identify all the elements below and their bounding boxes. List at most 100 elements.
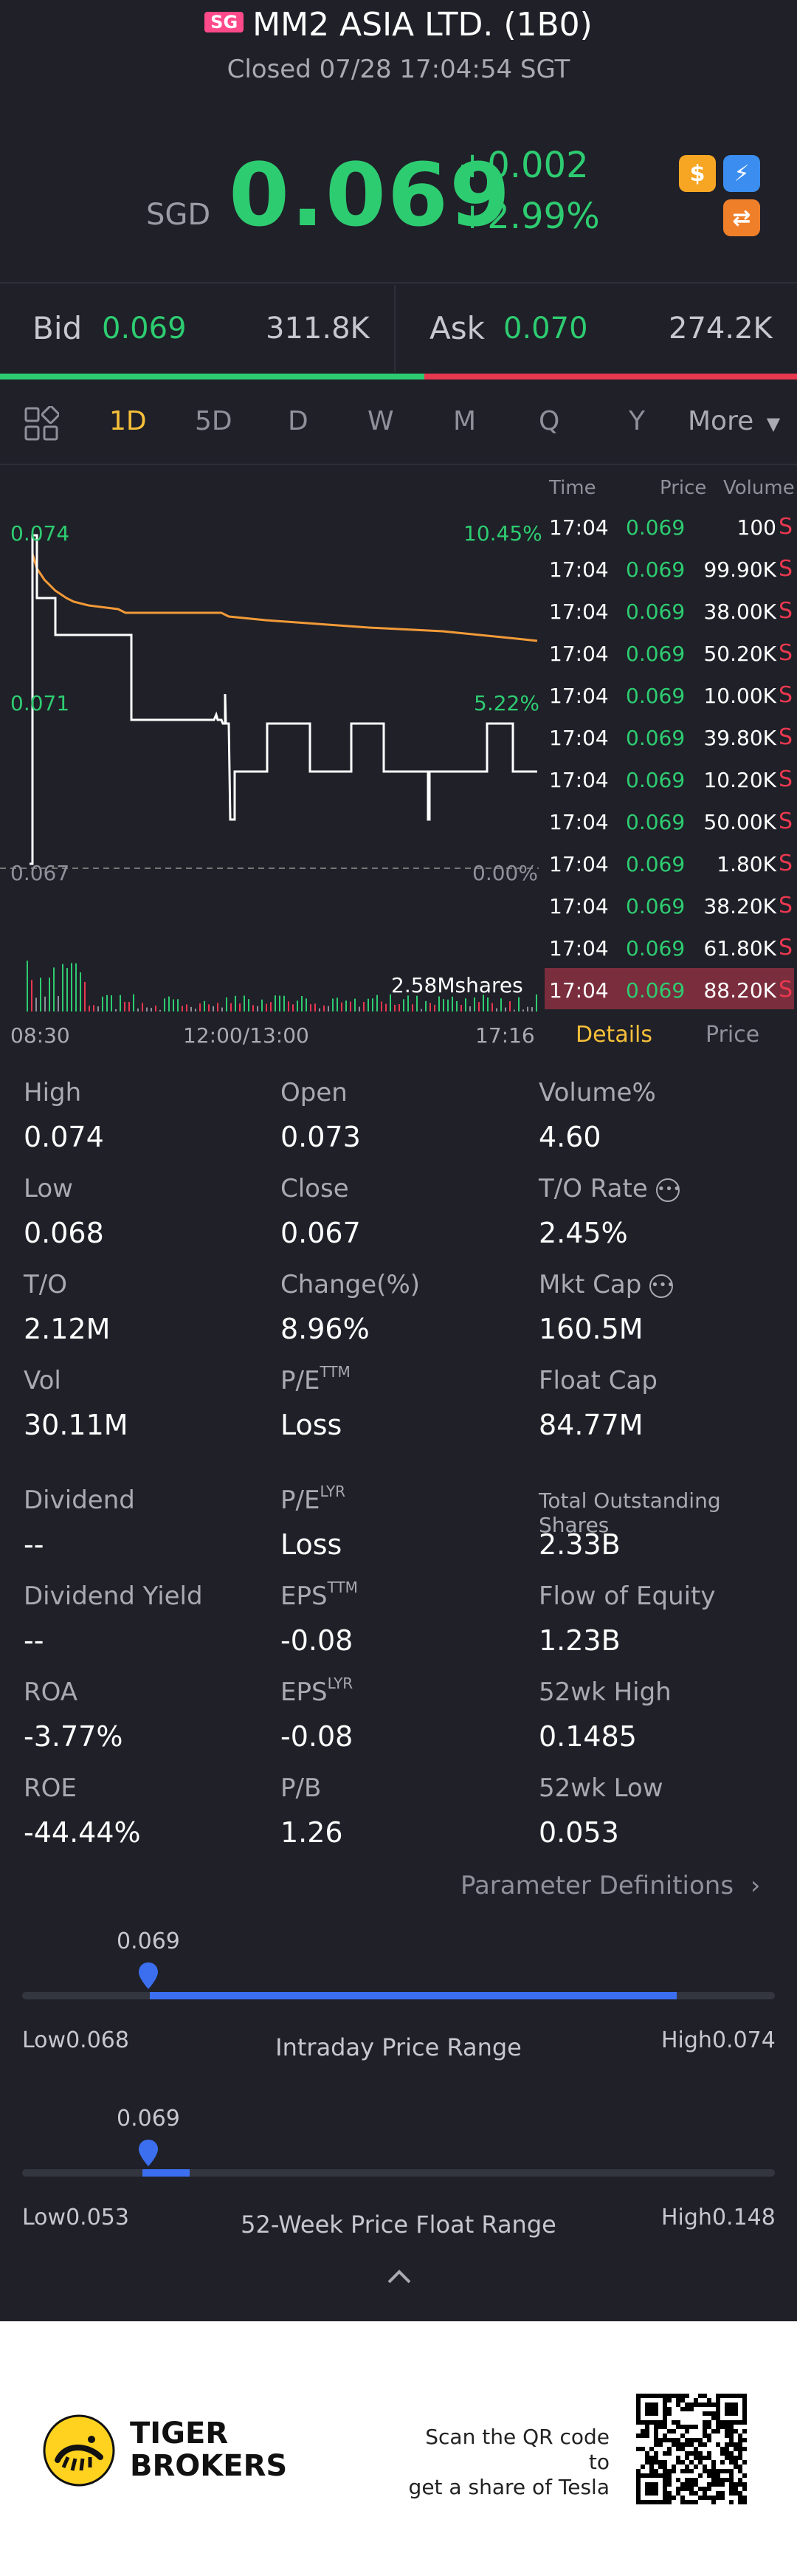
price-line bbox=[30, 534, 537, 865]
volume-bar bbox=[314, 1003, 316, 1011]
volume-bar bbox=[465, 998, 466, 1011]
volume-bar bbox=[168, 996, 170, 1011]
volume-bar bbox=[266, 1003, 267, 1011]
volume-bar bbox=[345, 1000, 347, 1011]
trade-time: 17:04 bbox=[549, 600, 609, 624]
stat-open-value: 0.073 bbox=[280, 1121, 361, 1153]
stat-52wk-low-label: 52wk Low bbox=[539, 1773, 663, 1803]
volume-bar bbox=[350, 1001, 351, 1011]
volume-bar bbox=[217, 1003, 218, 1011]
info-icon[interactable]: ••• bbox=[655, 1178, 680, 1202]
tab-w[interactable]: W bbox=[368, 406, 394, 436]
volume-bar bbox=[248, 999, 249, 1011]
stat-mkt-cap-value: 160.5M bbox=[539, 1313, 644, 1345]
tab-d[interactable]: D bbox=[288, 406, 308, 436]
stat-high-label: High bbox=[24, 1078, 82, 1107]
stat-pe-lyr-label: P/ELYR bbox=[280, 1483, 346, 1515]
trade-row: 17:04 0.069 99.90K S bbox=[545, 547, 794, 588]
tab-y[interactable]: Y bbox=[629, 406, 645, 436]
volume-bar bbox=[292, 1004, 294, 1011]
volume-bar bbox=[412, 1004, 413, 1011]
chart-high-pct: 10.45% bbox=[463, 521, 542, 546]
stat-close-label: Close bbox=[280, 1174, 349, 1203]
tab-price[interactable]: Price bbox=[705, 1022, 760, 1048]
trade-time: 17:04 bbox=[549, 684, 609, 708]
intraday-chart[interactable] bbox=[0, 465, 542, 1011]
volume-bar bbox=[71, 963, 72, 1011]
to-rate-text: T/O Rate bbox=[539, 1174, 648, 1203]
chart-volume-label: 2.58Mshares bbox=[391, 973, 523, 997]
volume-bar bbox=[394, 1004, 396, 1011]
stat-roa-label: ROA bbox=[24, 1677, 78, 1707]
grid-icon[interactable] bbox=[24, 405, 61, 444]
volume-bar bbox=[491, 1003, 493, 1011]
trade-volume: 38.20K bbox=[703, 894, 776, 918]
intraday-low-value: 0.068 bbox=[66, 2027, 129, 2053]
pe-lyr-sup: LYR bbox=[320, 1483, 346, 1500]
stat-52wk-low-value: 0.053 bbox=[539, 1816, 619, 1849]
market-badge: SG bbox=[204, 12, 244, 32]
trades-header-price: Price bbox=[660, 477, 707, 499]
stat-total-shares-value: 2.33B bbox=[539, 1528, 621, 1561]
tab-m[interactable]: M bbox=[453, 406, 477, 436]
average-price-line bbox=[31, 553, 538, 642]
volume-bar bbox=[58, 995, 59, 1011]
trade-side: S bbox=[778, 808, 793, 834]
stat-div-yield-value: -- bbox=[24, 1624, 44, 1657]
flash-icon[interactable]: ⚡ bbox=[723, 155, 760, 192]
trade-time: 17:04 bbox=[549, 768, 609, 792]
volume-bar bbox=[40, 978, 41, 1011]
tab-details[interactable]: Details bbox=[576, 1022, 653, 1048]
currency-label: SGD bbox=[146, 198, 211, 232]
volume-bar bbox=[403, 999, 404, 1011]
stat-pe-ttm-value: Loss bbox=[280, 1409, 342, 1441]
week52-high: High0.148 bbox=[661, 2205, 776, 2230]
volume-bar bbox=[186, 1004, 187, 1011]
volume-bar bbox=[447, 999, 449, 1011]
volume-bar bbox=[527, 1006, 528, 1011]
intraday-current-label: 0.069 bbox=[117, 1928, 180, 1954]
tiger-logo-icon bbox=[43, 2414, 115, 2490]
stat-to-value: 2.12M bbox=[24, 1313, 111, 1345]
trades-header-time: Time bbox=[549, 477, 596, 499]
tab-1d[interactable]: 1D bbox=[109, 406, 147, 436]
tab-more[interactable]: More ▼ bbox=[688, 406, 780, 436]
stat-roe-label: ROE bbox=[24, 1773, 77, 1803]
volume-bar bbox=[159, 1009, 161, 1011]
bid-label: Bid bbox=[32, 310, 83, 346]
volume-bar bbox=[518, 997, 520, 1011]
qr-caption-line-2: get a share of Tesla bbox=[408, 2475, 610, 2499]
volume-bar bbox=[102, 996, 103, 1011]
info-icon[interactable]: ••• bbox=[649, 1274, 674, 1298]
tab-5d[interactable]: 5D bbox=[195, 406, 232, 436]
volume-bar bbox=[306, 998, 307, 1011]
footer-banner: TIGER BROKERS Scan the QR code to get a … bbox=[0, 2321, 797, 2576]
stat-pe-ttm-label: P/ETTM bbox=[280, 1363, 351, 1395]
x-tick-end: 17:16 bbox=[475, 1023, 535, 1048]
stat-change-pct-label: Change(%) bbox=[280, 1270, 421, 1299]
volume-bar bbox=[429, 1003, 431, 1011]
tab-q[interactable]: Q bbox=[539, 406, 560, 436]
dollar-icon[interactable]: $ bbox=[679, 155, 716, 192]
divider bbox=[0, 464, 797, 465]
stat-total-shares-label: Total Outstanding Shares bbox=[539, 1488, 721, 1537]
qr-caption: Scan the QR code to get a share of Tesla bbox=[398, 2425, 610, 2500]
x-tick-start: 08:30 bbox=[10, 1023, 70, 1048]
week52-high-label: High bbox=[661, 2205, 712, 2230]
volume-bar bbox=[173, 999, 174, 1011]
volume-bar bbox=[177, 999, 179, 1011]
parameter-definitions-link[interactable]: Parameter Definitions › bbox=[460, 1871, 760, 1900]
eps-lyr-text: EPS bbox=[280, 1677, 328, 1707]
volume-bar bbox=[337, 997, 338, 1011]
volume-bar bbox=[155, 1006, 156, 1011]
volume-bar bbox=[474, 997, 475, 1011]
price-change-pct: +2.99% bbox=[458, 196, 600, 237]
stat-eps-lyr-label: EPSLYR bbox=[280, 1675, 353, 1707]
intraday-high-value: 0.074 bbox=[711, 2027, 776, 2053]
stat-close-value: 0.067 bbox=[280, 1217, 361, 1249]
brand-line-1: TIGER bbox=[130, 2417, 229, 2450]
swap-icon[interactable]: ⇄ bbox=[723, 199, 760, 236]
chevron-up-icon[interactable] bbox=[387, 2268, 412, 2287]
volume-bar bbox=[239, 1003, 241, 1011]
stat-to-rate-value: 2.45% bbox=[539, 1217, 628, 1249]
